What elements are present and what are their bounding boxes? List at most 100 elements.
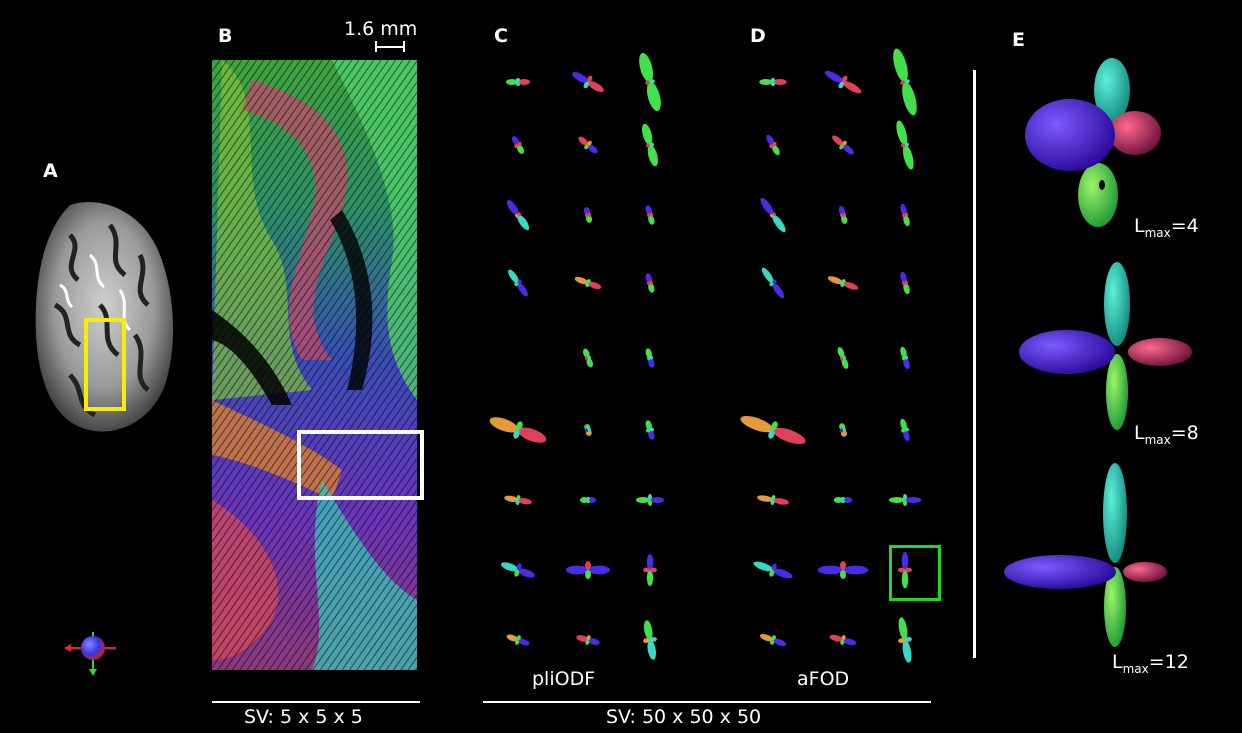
odf-lobe [900,271,907,284]
odf-lobe [896,120,908,146]
odf-lobe [513,429,520,439]
odf-lobe [647,281,651,286]
scale-bar [375,46,405,48]
odf-lobe [514,282,519,287]
odf-lobe [585,561,591,570]
odf-lobe [586,635,591,641]
odf-lobe [578,136,589,146]
odf-lobe [905,567,912,573]
lmax-value: =8 [1170,422,1199,444]
odf-lobe [587,212,591,217]
odf-lobe [757,495,774,502]
lmax-label-4: Lmax=4 [1134,215,1199,240]
odf-lobe [646,81,661,112]
odf-lobe [587,427,591,432]
odf-lobe [903,282,910,295]
odf-lobe [901,143,906,148]
odf-lobe [832,135,844,146]
odf-lobe [901,428,906,433]
odf-lobe [586,500,590,503]
odf-lobe [649,355,653,360]
odf-lobe [900,346,907,359]
odf-lobe [760,197,774,216]
odf-lobe [773,79,787,85]
odf-lobe [840,639,845,645]
odf-lobe [587,81,604,92]
odf-lobe [769,569,775,577]
panel-label-d: D [750,25,766,47]
odf-lobe [840,356,844,361]
odf-lobe [506,634,519,642]
odf-lobe [902,356,906,361]
odf-lobe [904,427,909,432]
odf-lobe [904,280,908,285]
odf-lobe [900,80,906,85]
odf-lobe [842,281,859,290]
odf-lobe [586,279,591,284]
odf-lobe [517,427,547,443]
odf-lobe [517,568,536,578]
odf-lobe [517,142,522,146]
odf-lobe [636,497,650,503]
odf-lobe [584,144,589,150]
lmax-prefix: L [1134,422,1145,444]
odf-lobe [585,282,590,287]
odf-lobe [841,635,846,641]
odf-lobe [772,282,785,299]
odf-lobe [900,203,907,216]
odf-lobe [515,499,520,505]
panel-label-c: C [494,25,508,47]
lmax-label-12: Lmax=12 [1112,651,1189,676]
odf-lobe [516,144,525,154]
odf-lobe [840,570,846,579]
caption-sv-large: SV: 50 x 50 x 50 [606,706,762,728]
odf-lobe [585,213,589,218]
odf-lobe [902,639,912,663]
odf-lobe [888,497,905,503]
odf-lobe [639,52,654,83]
odf-lobe [842,638,857,646]
vertical-separator [973,70,976,658]
odf-lobe [772,214,786,233]
odf-lobe [648,494,652,500]
odf-lobe [904,637,912,642]
odf-lobe [772,144,780,156]
odf-lobe [771,635,776,641]
odf-lobe [840,213,844,218]
odf-lobe [903,429,910,442]
odf-lobe [898,617,908,641]
odf-lobe [516,421,523,431]
odf-lobe [841,357,849,369]
panel-label-b: B [218,25,233,47]
odf-lobe [516,563,522,571]
scale-bar-tick-left [375,41,377,52]
odf-lobe [587,144,598,154]
odf-lobe [772,279,777,284]
odf-lobe [517,638,530,646]
odf-lobe [649,637,657,642]
odf-lobe [771,78,775,82]
odf-lobe [650,567,657,573]
odf-lobe [517,282,528,297]
odf-lobe [586,497,590,500]
odf-lobe [643,567,650,573]
roi-box-green [889,545,941,601]
odf-lobe [585,428,589,433]
odf-lobe [645,348,652,359]
lmax-sub: max [1144,432,1171,447]
odf-lobe [903,357,910,370]
odf-lobe [901,551,909,570]
odf-lobe [841,279,846,284]
caption-plio: pliODF [532,668,596,690]
odf-lobe [588,565,610,575]
fiber-orientation-map [212,60,417,670]
odf-lobe [771,495,776,501]
odf-lobe [840,561,846,570]
odf-lobe [514,569,520,577]
odf-lobe [842,212,846,217]
odf-lobe [587,355,591,360]
odf-lobe [489,417,519,433]
odf-lobe [649,280,653,285]
lmax-value: =12 [1148,651,1189,673]
odf-lobe [582,348,590,359]
